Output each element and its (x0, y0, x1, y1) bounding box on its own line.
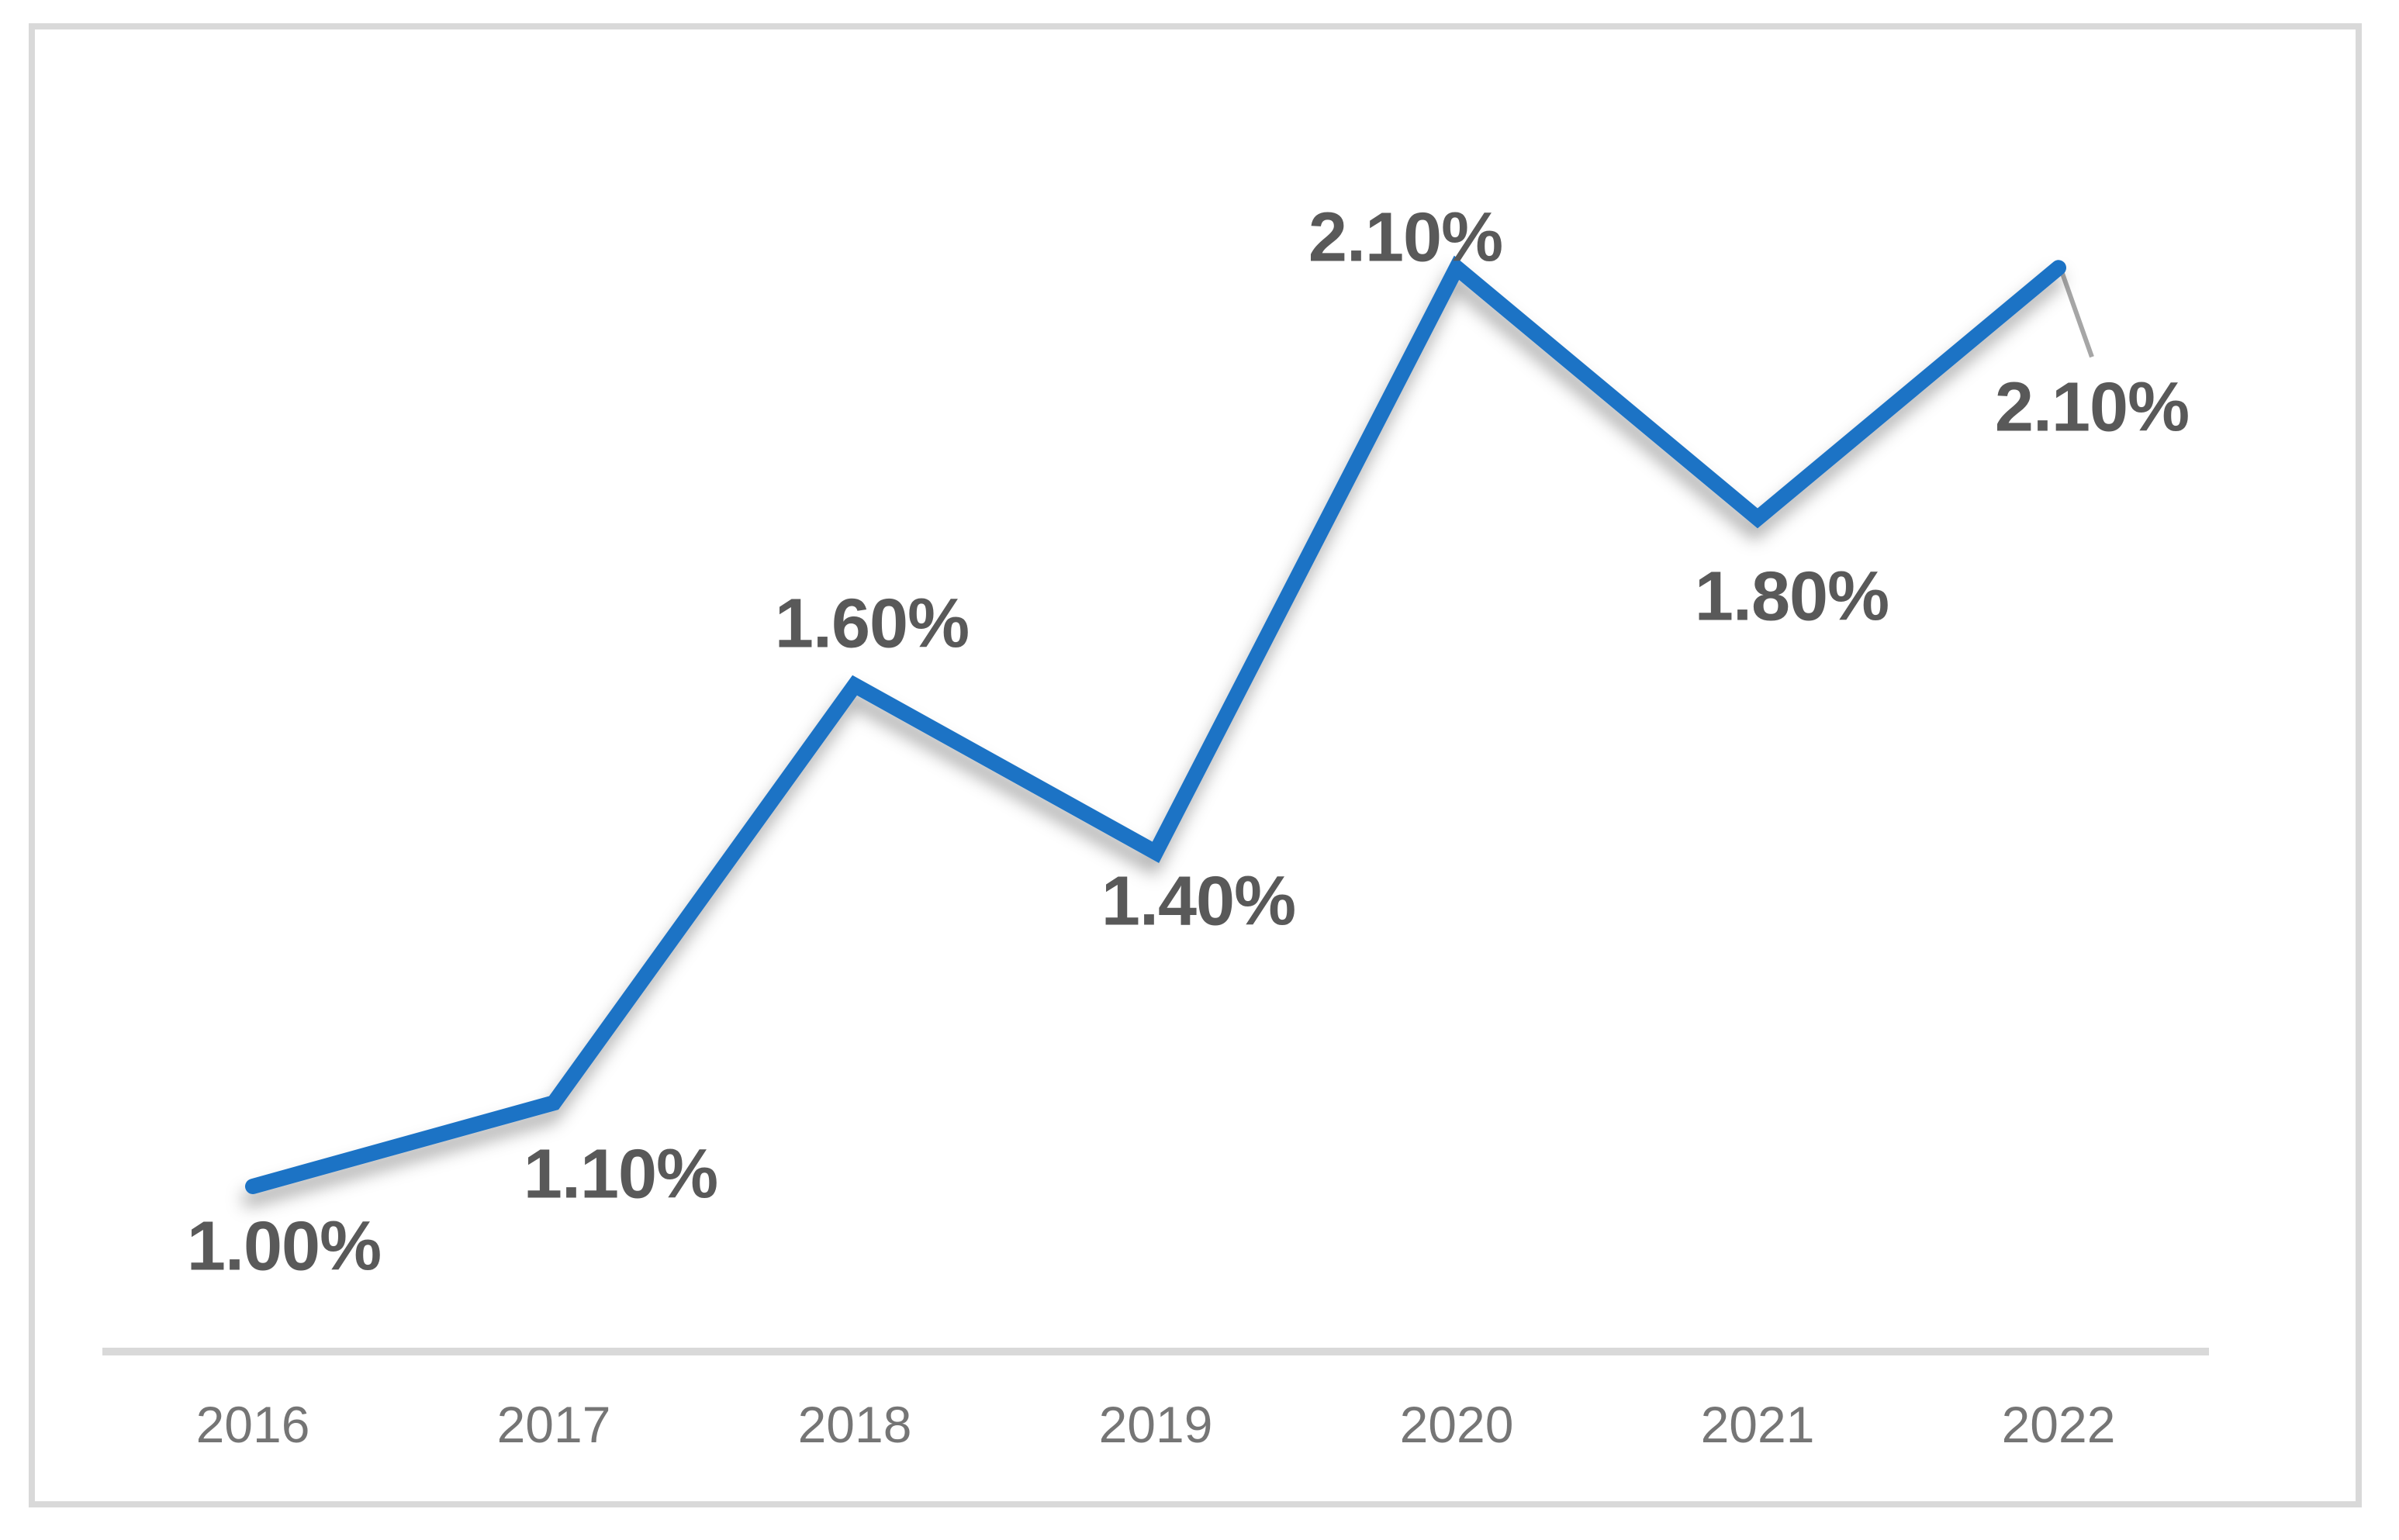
x-axis-label-2016: 2016 (195, 1396, 310, 1453)
x-axis-label-2019: 2019 (1098, 1396, 1213, 1453)
series-line (245, 255, 2066, 1194)
data-label-2020: 2.10% (1308, 199, 1503, 277)
x-axis-label-2017: 2017 (496, 1396, 611, 1453)
x-axis-label-2021: 2021 (1700, 1396, 1815, 1453)
data-label-2019: 1.40% (1101, 862, 1296, 941)
data-label-2018: 1.60% (774, 585, 970, 663)
data-label-2021: 1.80% (1694, 558, 1889, 636)
x-axis-label-2022: 2022 (2001, 1396, 2116, 1453)
chart-frame-border (29, 23, 2362, 1507)
x-axis-label-2018: 2018 (797, 1396, 912, 1453)
x-axis-label-2020: 2020 (1399, 1396, 1514, 1453)
data-label-2022: 2.10% (1994, 368, 2190, 447)
data-label-2016: 1.00% (186, 1207, 382, 1286)
data-label-2017: 1.10% (523, 1135, 718, 1214)
data-label-leader-line (2057, 264, 2094, 358)
